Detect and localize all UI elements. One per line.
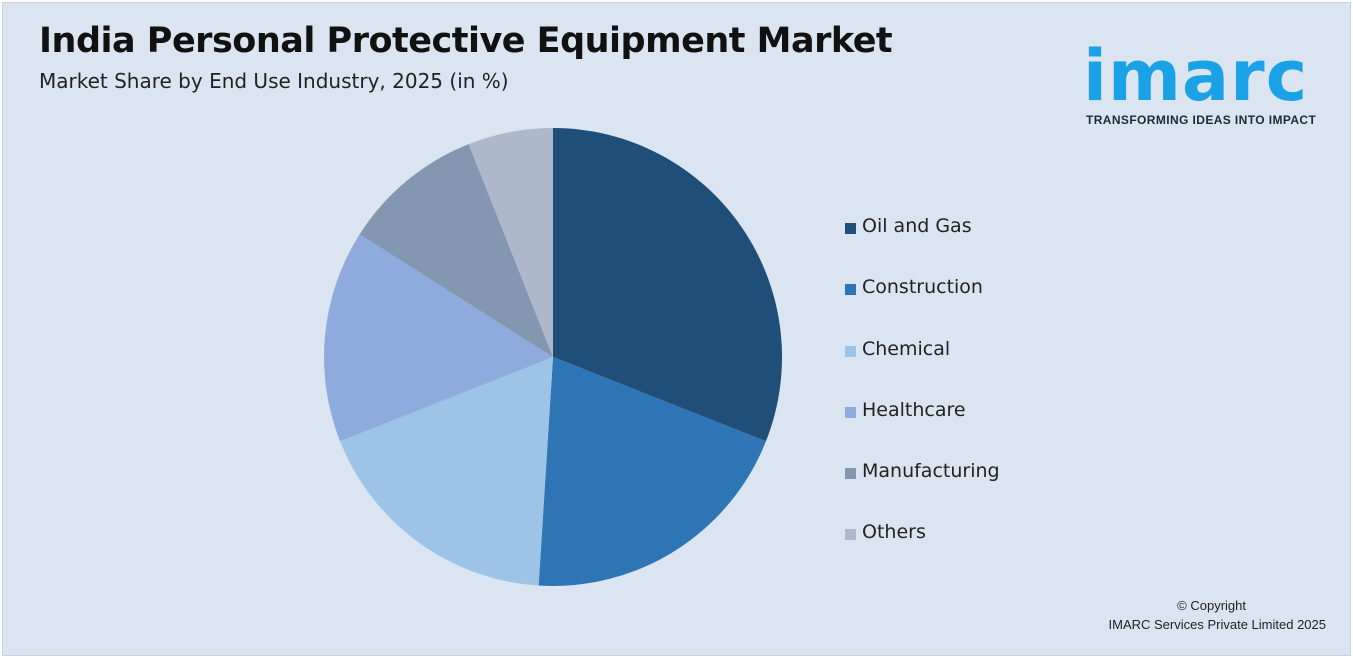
legend-item: Others — [845, 521, 1000, 582]
pie-slice-oil-and-gas — [553, 128, 782, 442]
legend-swatch — [845, 529, 856, 541]
logo-tagline: TRANSFORMING IDEAS INTO IMPACT — [1086, 113, 1317, 127]
legend-swatch — [845, 284, 856, 296]
pie-chart — [324, 128, 782, 586]
imarc-logo: imarc TRANSFORMING IDEAS INTO IMPACT — [1083, 17, 1343, 127]
legend-label: Manufacturing — [862, 460, 1000, 483]
legend-item: Manufacturing — [845, 460, 1000, 521]
pie-slice-construction — [538, 357, 766, 586]
pie-slice-chemical — [340, 357, 553, 586]
copyright: © Copyright — [1177, 598, 1246, 613]
legend-swatch — [845, 406, 856, 418]
pie-slice-healthcare — [324, 234, 553, 442]
legend-item: Oil and Gas — [845, 215, 1000, 276]
legend-swatch — [845, 223, 856, 234]
legend-item: Healthcare — [845, 399, 1000, 460]
legend-item: Chemical — [845, 338, 1000, 399]
legend: Oil and Gas Construction Chemical Healthcar… — [845, 215, 1000, 583]
legend-label: Others — [862, 521, 926, 544]
pie-slice-manufacturing — [359, 144, 553, 357]
company-name: IMARC Services Private Limited 2025 — [1108, 617, 1326, 632]
legend-item: Construction — [845, 276, 1000, 337]
logo-text: imarc — [1083, 35, 1309, 117]
legend-label: Construction — [862, 276, 983, 299]
chart-subtitle: Market Share by End Use Industry, 2025 (… — [39, 69, 509, 93]
legend-swatch — [845, 468, 856, 480]
legend-label: Healthcare — [862, 398, 966, 421]
legend-label: Chemical — [862, 337, 951, 360]
pie-slice-others — [468, 128, 553, 357]
legend-swatch — [845, 345, 856, 357]
chart-title: India Personal Protective Equipment Mark… — [39, 21, 893, 61]
legend-label: Oil and Gas — [862, 215, 972, 237]
